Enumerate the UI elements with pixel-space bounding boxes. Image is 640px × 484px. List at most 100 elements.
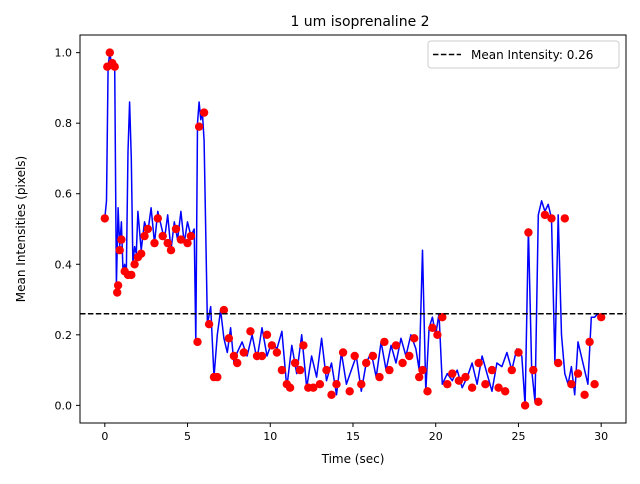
data-point	[272, 348, 282, 357]
data-point	[391, 341, 401, 350]
data-point	[117, 235, 126, 244]
data-point	[153, 214, 162, 223]
data-point	[229, 351, 239, 361]
data-point	[183, 238, 192, 248]
data-point	[580, 390, 589, 399]
data-point	[520, 401, 530, 410]
data-point	[540, 210, 550, 220]
x-axis-label: Time (sec)	[321, 452, 385, 466]
data-point	[158, 231, 167, 241]
y-tick-label: 0.0	[55, 399, 73, 412]
data-point	[507, 365, 516, 375]
data-point	[474, 358, 483, 368]
data-point	[398, 358, 407, 368]
y-tick-label: 0.2	[55, 329, 73, 342]
data-point	[380, 337, 389, 347]
data-point	[487, 365, 497, 375]
legend: Mean Intensity: 0.26	[427, 40, 620, 69]
data-point	[410, 334, 419, 343]
data-point	[299, 341, 308, 350]
data-point	[423, 387, 432, 396]
data-point	[171, 224, 181, 234]
data-point	[285, 383, 295, 392]
data-point	[257, 351, 267, 361]
data-point	[143, 224, 152, 234]
data-point	[295, 365, 305, 375]
data-point	[357, 380, 366, 389]
data-point	[199, 108, 209, 117]
data-point	[219, 305, 229, 315]
data-point	[501, 387, 510, 396]
data-point	[176, 235, 186, 244]
legend-label: Mean Intensity: 0.26	[471, 48, 593, 62]
y-tick-label: 1.0	[55, 47, 73, 60]
data-point	[385, 365, 394, 375]
data-point	[150, 238, 159, 248]
data-point	[481, 380, 490, 389]
data-point	[166, 246, 176, 255]
data-point	[137, 249, 146, 258]
data-point	[322, 365, 331, 375]
x-tick-label: 10	[263, 430, 277, 443]
data-point	[524, 228, 533, 237]
data-point	[467, 383, 477, 392]
data-point	[100, 214, 110, 223]
x-axis: 0 5 10 15 20 25 30	[101, 423, 608, 443]
data-point	[494, 383, 503, 392]
data-point	[130, 260, 139, 269]
data-point	[590, 380, 599, 389]
data-point	[204, 320, 214, 329]
data-point	[428, 323, 437, 332]
data-point	[113, 288, 122, 297]
data-point	[110, 62, 119, 71]
data-point	[105, 48, 115, 57]
data-point	[194, 122, 204, 131]
data-point	[345, 387, 354, 396]
data-point	[461, 372, 470, 382]
data-point	[277, 365, 287, 375]
data-point	[233, 358, 242, 368]
data-point	[113, 281, 123, 290]
data-point	[315, 380, 325, 389]
y-axis: 0.0 0.2 0.4 0.6 0.8 1.0	[55, 47, 80, 412]
legend-box	[427, 40, 620, 69]
x-tick-label: 30	[594, 430, 608, 443]
data-point	[375, 372, 384, 382]
data-point	[597, 313, 606, 322]
data-point	[332, 380, 341, 389]
data-point	[418, 365, 427, 375]
data-point	[186, 231, 196, 241]
data-point	[567, 380, 576, 389]
data-point	[448, 369, 457, 378]
x-tick-label: 25	[511, 430, 525, 443]
data-point	[127, 270, 136, 280]
y-tick-label: 0.8	[55, 117, 73, 130]
data-point	[290, 358, 300, 368]
data-point	[438, 313, 447, 322]
data-point	[560, 214, 569, 223]
data-point	[350, 351, 359, 361]
data-point	[115, 246, 124, 255]
data-point	[585, 337, 594, 347]
data-point	[224, 334, 234, 343]
data-point	[246, 327, 255, 336]
data-point	[554, 358, 563, 368]
data-point	[327, 390, 336, 399]
data-point	[514, 348, 523, 357]
data-point	[163, 238, 172, 248]
data-point	[267, 341, 277, 350]
data-point	[433, 330, 442, 339]
data-point	[534, 397, 543, 406]
data-point	[368, 351, 378, 361]
x-tick-label: 0	[101, 430, 108, 443]
chart-title: 1 um isoprenaline 2	[290, 14, 429, 30]
data-point	[529, 365, 538, 375]
data-point	[573, 369, 583, 378]
x-tick-label: 15	[346, 430, 360, 443]
data-point	[309, 383, 318, 392]
peak-points	[100, 48, 606, 410]
data-point	[262, 330, 272, 339]
data-point	[547, 214, 556, 223]
